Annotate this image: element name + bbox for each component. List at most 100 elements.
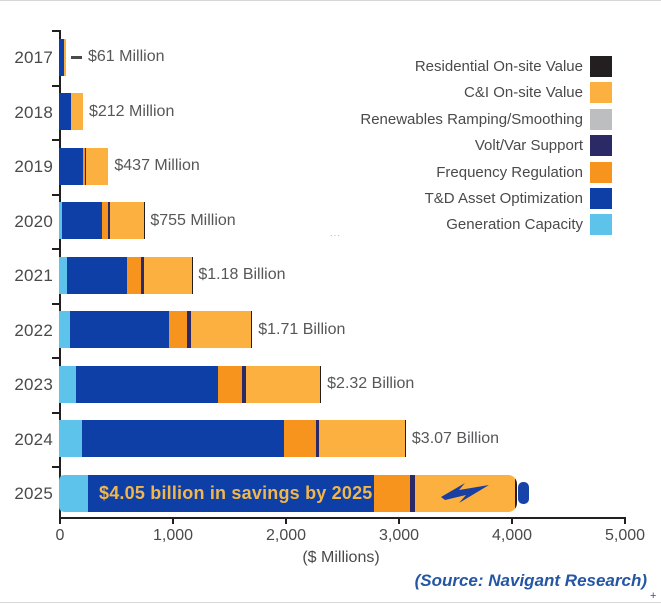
- legend-label: T&D Asset Optimization: [424, 190, 583, 207]
- legend-swatch: [590, 214, 612, 236]
- legend-swatch: [590, 82, 612, 104]
- stray-plus: +: [650, 590, 657, 602]
- year-label: 2017: [14, 48, 53, 67]
- x-tick-label: 1,000: [152, 527, 194, 544]
- lightning-bolt-icon: [441, 482, 490, 509]
- bar-segment: [83, 147, 85, 185]
- source-note: (Source: Navigant Research): [414, 571, 647, 590]
- bar-row-2021: [59, 256, 193, 294]
- year-label: 2025: [14, 484, 53, 503]
- x-tick-label: 0: [55, 527, 65, 544]
- top-border-rule: [0, 0, 661, 1]
- bar-value-label: $1.71 Billion: [258, 320, 346, 338]
- legend-label: C&I On-site Value: [464, 84, 583, 102]
- x-tick-label: 4,000: [491, 527, 533, 544]
- bar-segment: [283, 420, 317, 457]
- x-tick-label: 2,000: [265, 527, 307, 544]
- bar-segment: [143, 202, 145, 239]
- bar-segment: [515, 474, 517, 512]
- bar-value-label: $2.32 Billion: [327, 375, 415, 392]
- y-axis-tick: [52, 139, 59, 141]
- bar-segment: [62, 202, 103, 239]
- bar-segment: [70, 93, 83, 130]
- bar-segment: [242, 365, 246, 403]
- legend-label: Frequency Regulation: [436, 163, 583, 181]
- year-label: 2023: [14, 375, 53, 394]
- x-axis-title: ($ Millions): [302, 549, 380, 566]
- bar-segment: [245, 365, 321, 403]
- x-axis-tick: [172, 517, 174, 524]
- bar-row-2020: [59, 202, 145, 239]
- bar-row-2025: [59, 474, 517, 512]
- year-label: 2019: [14, 157, 53, 176]
- bar-row-2019: [59, 147, 109, 185]
- bar-segment: [251, 311, 253, 348]
- bar-row-2022: [59, 311, 253, 348]
- bottom-border-rule: [0, 602, 661, 603]
- y-axis-tick: [52, 30, 59, 32]
- bar-segment: [87, 474, 374, 512]
- legend-swatch: [590, 188, 612, 209]
- bar-value-label: $437 Million: [114, 157, 200, 174]
- y-axis-tick: [52, 302, 59, 305]
- bar-segment: [63, 38, 66, 76]
- bar-segment: [59, 147, 84, 185]
- y-axis-tick: [52, 248, 59, 250]
- year-label: 2022: [14, 320, 53, 340]
- y-axis-tick: [52, 357, 59, 359]
- y-axis-tick: [52, 466, 59, 468]
- year-label: 2018: [14, 102, 53, 122]
- year-label: 2024: [14, 429, 53, 449]
- x-tick-label: 3,000: [378, 527, 420, 544]
- legend-swatch: [590, 135, 612, 157]
- x-axis-tick: [624, 517, 626, 524]
- x-axis-tick: [285, 517, 287, 524]
- savings-annotation: $4.05 billion in savings by 2025: [99, 483, 373, 503]
- bar-segment: [59, 38, 64, 76]
- bar-segment: [190, 311, 252, 348]
- bar-segment: [59, 93, 71, 130]
- bar-segment: [108, 202, 111, 239]
- bar-segment: [59, 202, 63, 239]
- legend-label: Residential On-site Value: [414, 58, 583, 75]
- x-axis-tick: [398, 517, 400, 524]
- bar-segment: [409, 474, 415, 512]
- bar-segment: [320, 365, 322, 403]
- legend-swatch: [590, 108, 612, 130]
- bar-row-2023: [59, 365, 322, 403]
- bar-segment: [186, 311, 191, 348]
- x-axis-tick: [59, 517, 61, 524]
- bar-value-label: $1.18 Billion: [198, 266, 286, 283]
- legend-label: Volt/Var Support: [474, 137, 583, 155]
- bar-segment: [110, 202, 144, 239]
- y-axis-tick: [52, 84, 59, 87]
- bar-segment: [59, 365, 76, 403]
- bar-segment: [75, 365, 219, 403]
- x-axis: [59, 517, 626, 519]
- bar-segment: [140, 256, 144, 294]
- y-axis-tick: [52, 193, 59, 196]
- year-label: 2021: [14, 266, 53, 285]
- bar-value-label: $212 Million: [88, 102, 175, 120]
- bar-row-2017: [59, 38, 66, 76]
- bar-segment: [319, 420, 405, 457]
- bar-segment: [102, 202, 109, 239]
- legend-label: Renewables Ramping/Smoothing: [360, 110, 583, 128]
- legend-label: Generation Capacity: [446, 216, 583, 234]
- bar-segment: [373, 474, 410, 512]
- bar-segment: [404, 420, 406, 457]
- bar-row-2024: [59, 420, 406, 457]
- bar-segment: [59, 311, 71, 348]
- bar-value-label: $61 Million: [88, 48, 165, 65]
- legend-swatch: [590, 161, 612, 183]
- bar-value-label: $755 Million: [150, 211, 236, 229]
- bar-segment: [218, 365, 243, 403]
- bar-segment: [168, 311, 187, 348]
- bar-value-label: $3.07 Billion: [411, 429, 500, 447]
- bar-segment: [126, 256, 141, 294]
- bar-segment: [70, 311, 169, 348]
- bar-segment: [316, 420, 320, 457]
- bar-row-2018: [59, 93, 83, 130]
- year-label: 2020: [14, 211, 53, 231]
